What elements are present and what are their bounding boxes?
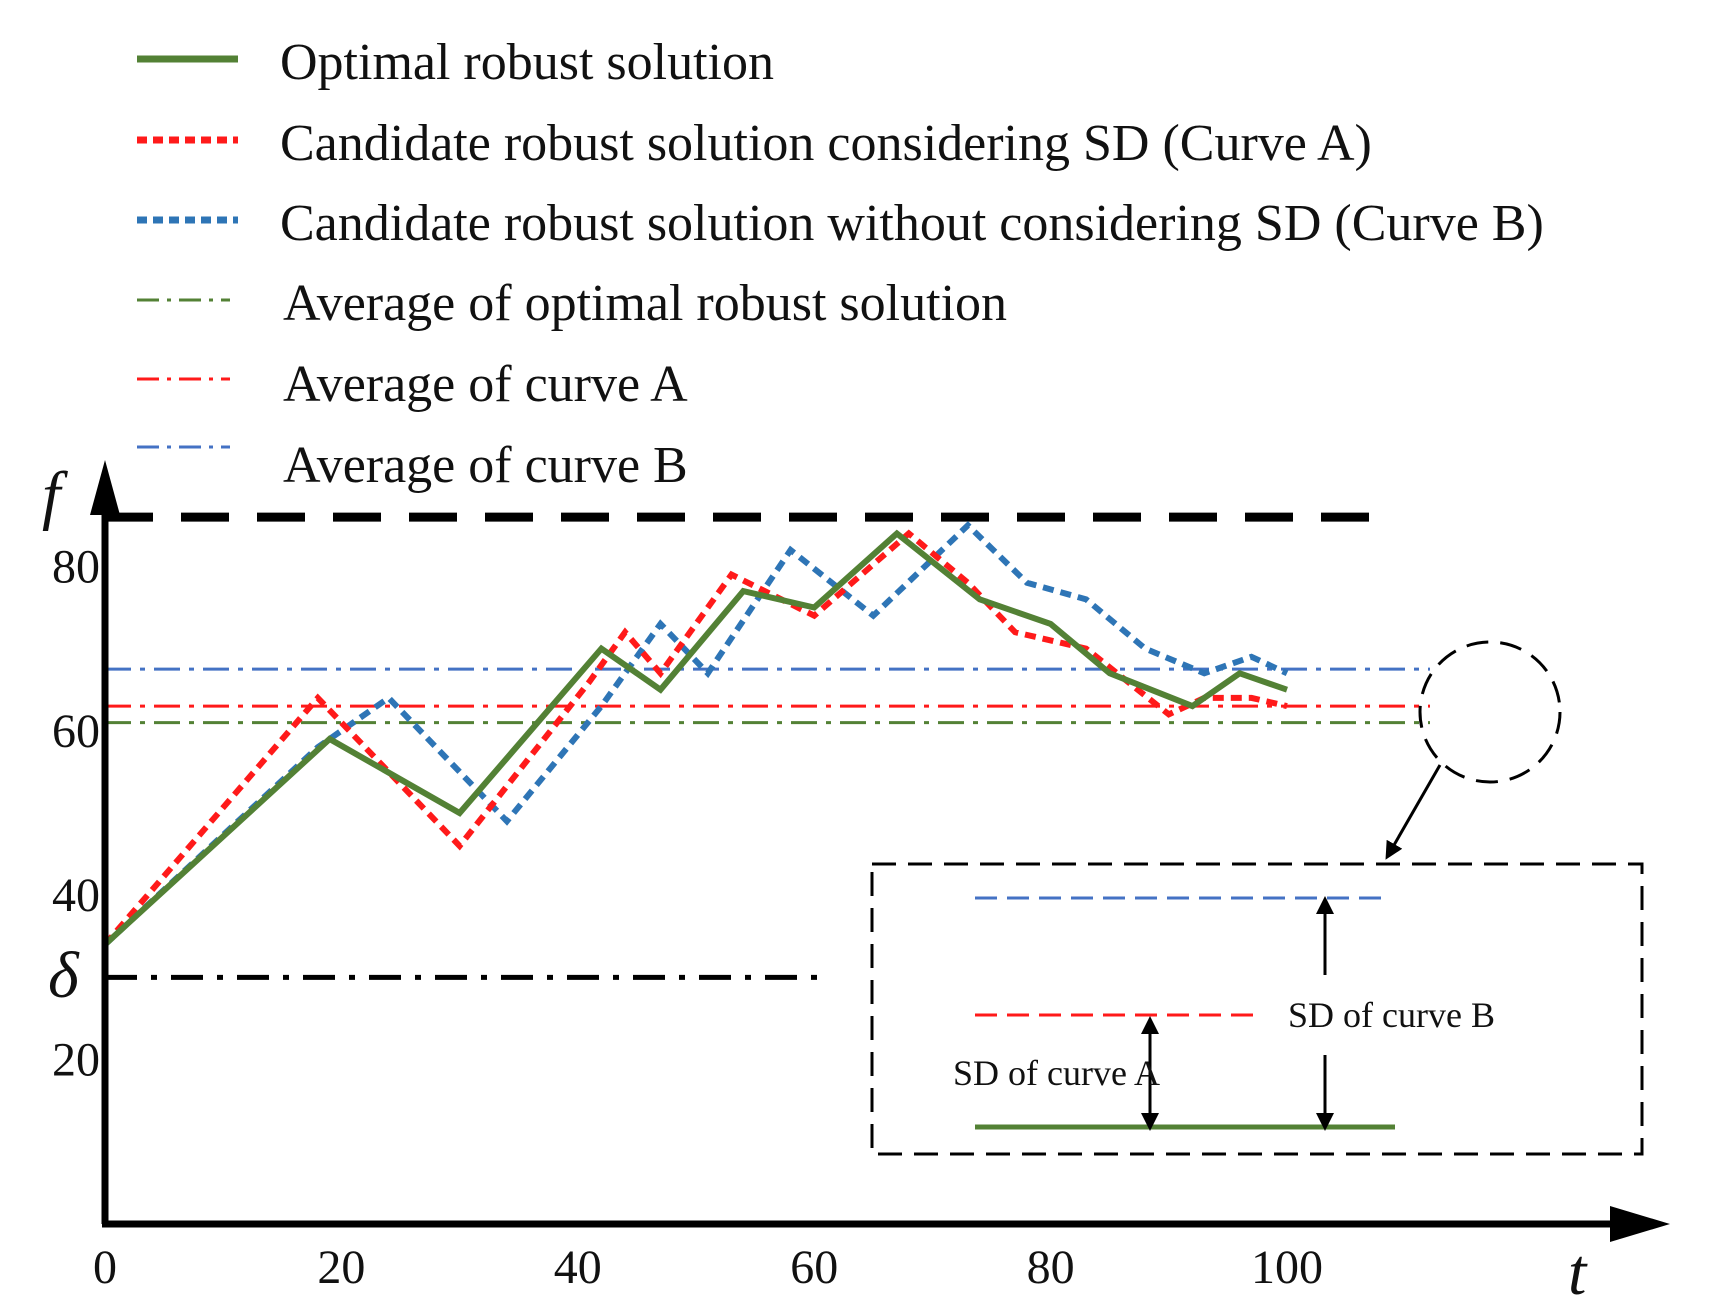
x-axis-arrow: [1610, 1206, 1670, 1242]
legend-label-curve-a: Candidate robust solution considering SD…: [280, 115, 1372, 172]
delta-label: δ: [48, 939, 80, 1012]
legend-label-avg-a: Average of curve A: [283, 356, 688, 413]
inset-frame: [870, 862, 1644, 1156]
inset-label-sd-b: SD of curve B: [1288, 995, 1495, 1035]
average-lines: [105, 667, 1430, 725]
legend-label-curve-b: Candidate robust solution without consid…: [280, 195, 1544, 252]
y-tick-label: 20: [52, 1034, 100, 1087]
x-tick-label: 40: [554, 1241, 602, 1294]
x-axis-label: t: [1568, 1236, 1588, 1309]
x-tick-label: 0: [93, 1241, 117, 1294]
inset: SD of curve A SD of curve B: [870, 862, 1644, 1156]
y-tick-label: 80: [52, 540, 100, 593]
series-line-curve_a: [102, 529, 1288, 947]
y-tick-label: 60: [52, 705, 100, 758]
y-axis-label: f: [42, 459, 68, 532]
zoom-circle: [1418, 640, 1562, 784]
y-tick-label: 40: [52, 869, 100, 922]
data-series: [102, 521, 1289, 947]
axes: f t δ: [42, 459, 1670, 1309]
x-tick-label: 100: [1251, 1241, 1323, 1294]
legend-label-optimal: Optimal robust solution: [280, 34, 774, 91]
legend-label-avg-b: Average of curve B: [283, 437, 688, 494]
y-axis-arrow: [90, 460, 120, 515]
zoom-callout: [1385, 640, 1562, 860]
x-tick-label: 20: [317, 1241, 365, 1294]
tick-labels: 0 20 40 60 80 100 20 40 60 80: [52, 540, 1323, 1294]
x-tick-label: 80: [1027, 1241, 1075, 1294]
inset-label-sd-a: SD of curve A: [953, 1053, 1160, 1093]
legend-label-avg-optimal: Average of optimal robust solution: [283, 275, 1007, 332]
legend: Optimal robust solution Candidate robust…: [137, 34, 1544, 494]
zoom-arrow: [1385, 764, 1442, 860]
x-tick-label: 60: [790, 1241, 838, 1294]
series-line-curve_b: [102, 521, 1289, 947]
reference-lines: [105, 512, 1370, 980]
series-line-optimal: [102, 529, 1288, 947]
